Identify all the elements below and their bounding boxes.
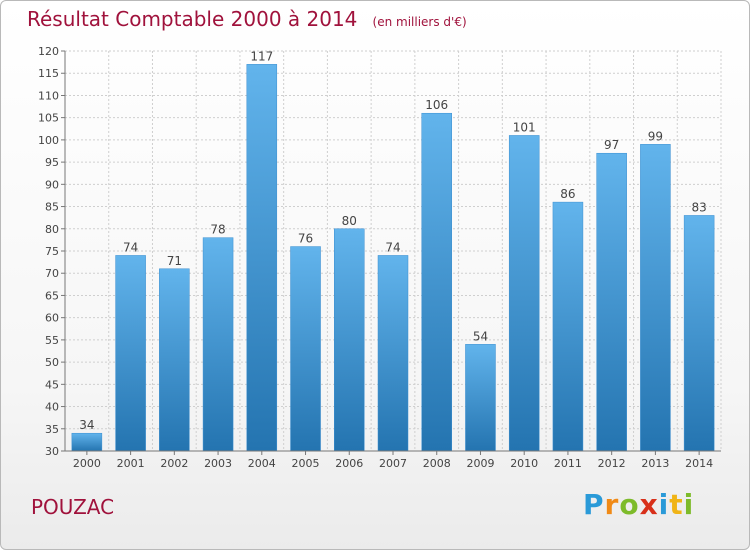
x-tick-label: 2004 bbox=[248, 457, 276, 470]
bar bbox=[202, 237, 234, 452]
x-tick-label: 2001 bbox=[117, 457, 145, 470]
x-tick-label: 2006 bbox=[335, 457, 363, 470]
y-tick-label: 90 bbox=[45, 178, 59, 191]
bar-value-label: 74 bbox=[385, 240, 400, 254]
bar bbox=[683, 215, 715, 452]
bar-value-label: 101 bbox=[513, 120, 536, 134]
chart-title-main: Résultat Comptable 2000 à 2014 bbox=[27, 7, 358, 31]
logo-letter: o bbox=[619, 488, 640, 521]
x-tick-label: 2014 bbox=[685, 457, 713, 470]
bar-value-label: 117 bbox=[250, 49, 273, 63]
y-tick-label: 100 bbox=[38, 134, 59, 147]
city-name: POUZAC bbox=[31, 495, 115, 519]
axes bbox=[61, 50, 721, 455]
y-tick-label: 75 bbox=[45, 245, 59, 258]
bar bbox=[421, 112, 452, 452]
labels: 30 35 40 45 50 55 60 65 70 75 80 85 90 95 100 105 110 115… bbox=[38, 45, 713, 470]
y-tick-label: 30 bbox=[45, 445, 59, 458]
x-tick-label: 2012 bbox=[598, 457, 626, 470]
y-tick-label: 65 bbox=[45, 289, 59, 302]
x-tick-label: 2002 bbox=[160, 457, 188, 470]
bar-value-label: 54 bbox=[473, 329, 488, 343]
bar-value-label: 86 bbox=[560, 187, 575, 201]
x-tick-label: 2003 bbox=[204, 457, 232, 470]
x-tick-label: 2008 bbox=[423, 457, 451, 470]
x-tick-label: 2010 bbox=[510, 457, 538, 470]
y-tick-label: 50 bbox=[45, 356, 59, 369]
y-tick-label: 80 bbox=[45, 223, 59, 236]
bar bbox=[115, 255, 146, 452]
bar-value-label: 34 bbox=[79, 418, 94, 432]
bar bbox=[246, 64, 278, 452]
bar bbox=[71, 432, 103, 452]
bar bbox=[552, 201, 584, 452]
bars bbox=[71, 64, 715, 452]
y-tick-label: 55 bbox=[45, 334, 59, 347]
logo-letter: i bbox=[658, 488, 670, 521]
y-tick-label: 60 bbox=[45, 312, 59, 325]
y-tick-label: 40 bbox=[45, 401, 59, 414]
bar bbox=[640, 144, 671, 452]
bar bbox=[159, 268, 190, 452]
y-tick-label: 45 bbox=[45, 378, 59, 391]
bar-value-label: 83 bbox=[691, 200, 706, 214]
bar-value-label: 106 bbox=[425, 98, 448, 112]
bar-value-label: 80 bbox=[342, 214, 357, 228]
logo-letter: x bbox=[639, 488, 659, 521]
bar-value-label: 74 bbox=[123, 240, 138, 254]
chart-title-unit: (en milliers d'€) bbox=[372, 15, 467, 29]
y-tick-label: 110 bbox=[38, 89, 59, 102]
y-tick-label: 115 bbox=[38, 67, 59, 80]
logo-letter: t bbox=[669, 488, 684, 521]
bar bbox=[596, 152, 627, 452]
x-tick-label: 2011 bbox=[554, 457, 582, 470]
x-tick-label: 2000 bbox=[73, 457, 101, 470]
bar-value-label: 99 bbox=[648, 129, 663, 143]
x-tick-label: 2005 bbox=[292, 457, 320, 470]
y-tick-label: 85 bbox=[45, 201, 59, 214]
y-tick-label: 105 bbox=[38, 112, 59, 125]
bar bbox=[290, 246, 321, 452]
chart-title: Résultat Comptable 2000 à 2014 (en milli… bbox=[27, 7, 467, 31]
y-tick-label: 95 bbox=[45, 156, 59, 169]
logo-letter: r bbox=[604, 488, 620, 521]
bar bbox=[334, 228, 365, 452]
bar-value-label: 76 bbox=[298, 232, 313, 246]
logo-letter: i bbox=[683, 488, 695, 521]
bar-value-label: 71 bbox=[167, 254, 182, 268]
y-tick-label: 120 bbox=[38, 45, 59, 58]
proxiti-logo: Proxiti bbox=[583, 488, 694, 521]
x-tick-label: 2009 bbox=[466, 457, 494, 470]
logo-letter: P bbox=[583, 488, 605, 521]
bar bbox=[508, 135, 540, 452]
x-tick-label: 2013 bbox=[641, 457, 669, 470]
bar-value-label: 97 bbox=[604, 138, 619, 152]
y-tick-label: 70 bbox=[45, 267, 59, 280]
y-tick-label: 35 bbox=[45, 423, 59, 436]
bar bbox=[465, 344, 496, 452]
bar-value-label: 78 bbox=[210, 223, 225, 237]
x-tick-label: 2007 bbox=[379, 457, 407, 470]
bar bbox=[377, 255, 409, 452]
